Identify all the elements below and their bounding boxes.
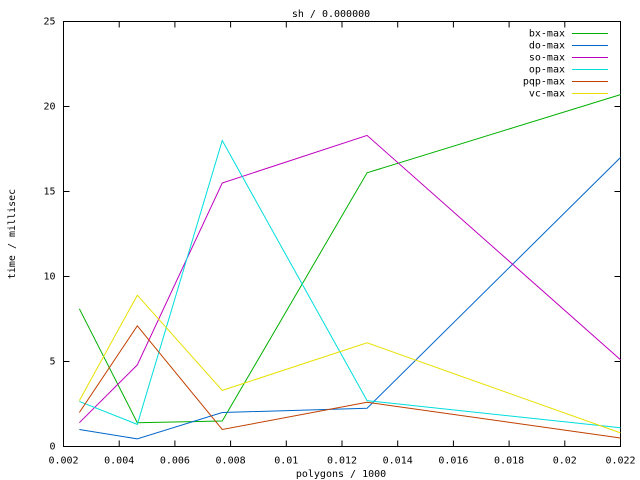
x-tick-label: 0.006 [160,456,190,467]
x-tick-label: 0.008 [216,456,246,467]
y-tick-label: 20 [43,102,55,113]
legend-label: bx-max [529,29,565,40]
x-tick-label: 0.02 [553,456,577,467]
y-tick-label: 15 [43,187,55,198]
x-tick-label: 0.014 [383,456,413,467]
x-tick-label: 0.002 [48,456,78,467]
x-tick-label: 0.018 [494,456,524,467]
x-tick-label: 0.022 [605,456,635,467]
series-line [79,134,621,424]
legend-label: op-max [529,65,565,76]
x-tick-label: 0.01 [274,456,298,467]
legend-label: do-max [529,41,565,52]
series-line [78,94,621,424]
y-tick-label: 5 [49,357,55,368]
legend-label: so-max [529,53,565,64]
series-line [79,157,621,440]
chart-title: sh / 0.000000 [292,9,370,20]
x-tick-label: 0.012 [327,456,357,467]
y-tick-label: 25 [43,17,55,28]
y-tick-label: 10 [43,272,55,283]
x-tick-label: 0.016 [438,456,468,467]
y-axis-label: time / millisec [7,189,18,279]
legend-label: vc-max [529,89,565,100]
series-line [78,324,621,439]
series-line [78,294,621,434]
y-tick-label: 0 [49,442,55,453]
series-line [79,139,621,429]
x-tick-label: 0.004 [104,456,134,467]
legend-label: pqp-max [523,77,565,88]
x-axis-label: polygons / 1000 [296,469,386,480]
